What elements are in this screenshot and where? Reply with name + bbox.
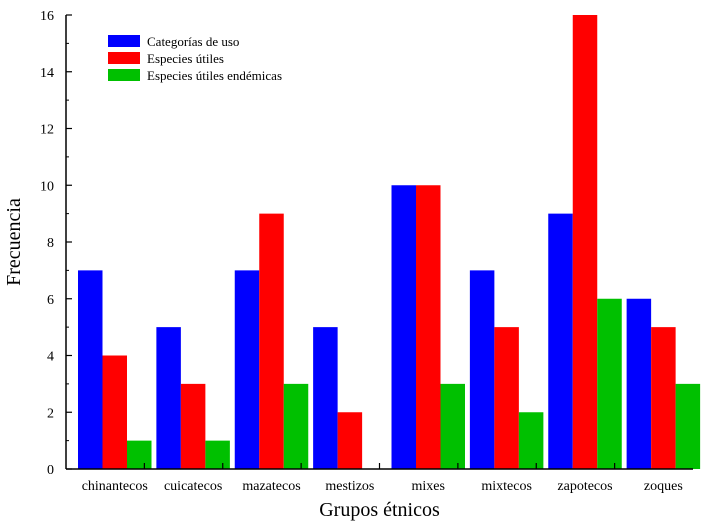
bar-zoques-3 [675, 383, 701, 469]
x-tick-label: zapotecos [557, 479, 612, 494]
x-tick-label: mazatecos [242, 479, 300, 494]
y-tick-label: 4 [47, 350, 54, 365]
bar-mazatecos-3 [283, 383, 309, 469]
bar-mestizos-1 [313, 327, 338, 469]
y-tick-label: 8 [47, 236, 54, 251]
bar-zapotecos-1 [548, 213, 573, 469]
bars-group [78, 15, 701, 469]
bar-cuicatecos-1 [156, 327, 181, 469]
bar-mixtecos-1 [469, 270, 495, 469]
y-tick-label: 2 [47, 406, 54, 421]
x-tick-label: zoques [644, 479, 683, 494]
bar-zoques-1 [626, 298, 652, 469]
legend-label-2: Especies útiles [147, 51, 224, 66]
y-ticks-group: 0 2 4 6 8 10 12 14 16 [40, 9, 72, 478]
legend-swatch-1 [108, 35, 140, 47]
bar-mazatecos-2 [259, 213, 284, 469]
bar-cuicatecos-3 [205, 440, 230, 469]
legend-label-3: Especies útiles endémicas [147, 68, 282, 83]
bar-zapotecos-2 [572, 15, 598, 469]
bar-mixtecos-3 [518, 412, 544, 469]
x-tick-label: mixes [412, 479, 445, 494]
bar-zoques-2 [651, 327, 676, 469]
bar-mixtecos-2 [494, 327, 519, 469]
bar-chinantecos-2 [102, 355, 127, 469]
y-tick-label: 10 [40, 179, 54, 194]
legend-swatch-2 [108, 52, 140, 64]
legend-swatch-3 [108, 69, 140, 81]
y-axis-title: Frecuencia [3, 198, 25, 286]
x-axis-title: Grupos étnicos [319, 499, 440, 521]
bar-mixes-2 [416, 185, 441, 469]
bar-zapotecos-3 [597, 298, 622, 469]
bar-mixes-1 [391, 185, 416, 469]
legend-label-1: Categorías de uso [147, 34, 239, 49]
bar-mestizos-2 [337, 412, 363, 469]
bar-chinantecos-3 [127, 440, 152, 469]
y-tick-label: 12 [40, 123, 54, 138]
bar-mazatecos-1 [234, 270, 260, 469]
y-tick-label: 16 [40, 9, 54, 24]
y-tick-label: 14 [40, 66, 54, 81]
x-ticks-group: chinantecos cuicatecos mazatecos mestizos mi… [82, 463, 683, 494]
x-tick-label: mestizos [325, 479, 374, 494]
y-tick-label: 0 [47, 463, 54, 478]
x-tick-label: mixtecos [481, 479, 532, 494]
bar-mixes-3 [440, 383, 465, 469]
x-tick-label: cuicatecos [164, 479, 222, 494]
bar-chinantecos-1 [78, 270, 103, 469]
y-tick-label: 6 [47, 293, 54, 308]
legend: Categorías de uso Especies útiles Especies… [108, 34, 282, 83]
bar-cuicatecos-2 [180, 383, 206, 469]
x-tick-label: chinantecos [82, 479, 148, 494]
